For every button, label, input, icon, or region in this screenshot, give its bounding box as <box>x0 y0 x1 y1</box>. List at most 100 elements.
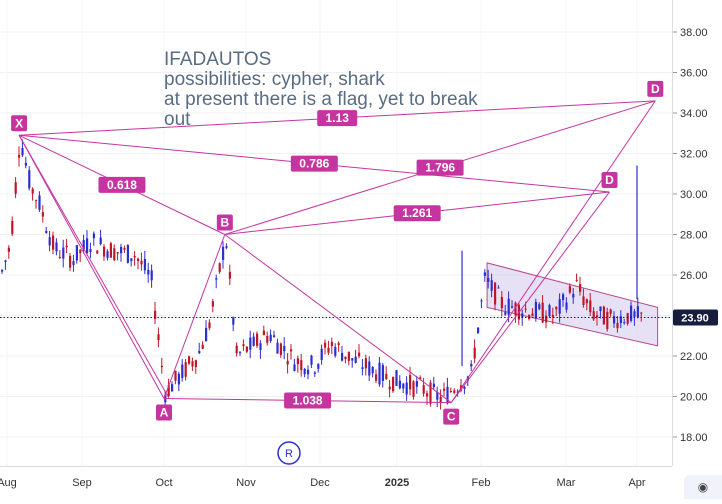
candle-body <box>602 306 605 325</box>
candle-body <box>320 348 323 361</box>
pattern-line <box>450 100 656 403</box>
pattern-point-label: D <box>647 80 664 97</box>
candle-body <box>18 154 21 158</box>
candle-body <box>422 385 425 394</box>
camera-icon[interactable]: ◉ <box>684 475 722 499</box>
candle-body <box>415 381 418 387</box>
candle-body <box>109 243 112 258</box>
candle-body <box>45 230 48 233</box>
candle-body <box>585 299 588 304</box>
ratio-label-bg <box>284 392 332 409</box>
note-line-2: possibilities: cypher, shark <box>164 69 385 90</box>
plot-area[interactable] <box>0 0 672 466</box>
grid-lines <box>0 0 677 466</box>
candle-body <box>269 334 272 341</box>
candle-body <box>75 245 78 261</box>
note-line-3: at present there is a flag, yet to break <box>164 89 478 110</box>
candle-body <box>521 313 524 318</box>
candle-body <box>371 366 374 374</box>
candle-body <box>436 391 439 400</box>
pattern-point-bg <box>156 404 172 421</box>
candle-body <box>89 249 92 252</box>
pattern-point-label: C <box>443 408 460 425</box>
candle-body <box>31 188 34 194</box>
candle-body <box>242 344 245 347</box>
candle-body <box>613 316 616 324</box>
pattern-point-text: C <box>447 410 456 424</box>
flag-channel[interactable] <box>486 262 659 347</box>
candle-body <box>446 386 449 404</box>
candle-body <box>235 345 238 354</box>
annotation-note[interactable]: IFADAUTOS possibilities: cypher, shark a… <box>164 49 478 130</box>
candle-body <box>341 352 344 361</box>
candle-body <box>249 337 252 350</box>
candle-body <box>72 261 75 266</box>
candle-body <box>596 315 599 318</box>
candle-body <box>181 364 184 378</box>
candle-body <box>626 313 629 324</box>
candle-body <box>273 335 276 337</box>
pattern-point-text: A <box>160 406 169 420</box>
note-line-1: IFADAUTOS <box>164 49 271 70</box>
candle-body <box>344 356 347 360</box>
camera-icon-glyph: ◉ <box>697 480 709 494</box>
ratio-label: 0.786 <box>290 155 338 172</box>
candle-body <box>256 333 259 346</box>
candle-body <box>575 279 578 281</box>
candle-body <box>534 301 537 318</box>
x-axis[interactable]: Aug Sep Oct Nov Dec 2025 Feb Mar Apr <box>0 477 646 489</box>
harmonic-pattern[interactable]: 0.618 0.786 1.13 1.796 1.261 1.038 X A B C D D <box>11 80 664 425</box>
candle-body <box>1 270 4 272</box>
candle-body <box>619 316 622 324</box>
candle-body <box>463 386 466 389</box>
candle-body <box>555 306 558 310</box>
y-tick-label: 18.00 <box>680 432 708 444</box>
candle-body <box>589 300 592 313</box>
candle-body <box>4 260 7 262</box>
candle-body <box>21 148 24 156</box>
candle-body <box>483 272 486 276</box>
candle-body <box>572 293 575 298</box>
candle-body <box>310 355 313 365</box>
y-axis[interactable]: 18.0020.0022.0024.0026.0028.0030.0032.00… <box>680 27 708 444</box>
candle-body <box>494 282 497 305</box>
pattern-point-bg <box>216 214 233 231</box>
candle-body <box>48 237 51 246</box>
ratio-label: 1.261 <box>393 205 441 222</box>
candle-body <box>300 360 303 371</box>
candle-body <box>582 296 585 305</box>
range-marker[interactable]: R <box>277 441 301 465</box>
candle-body <box>58 256 61 258</box>
candle-body <box>351 358 354 361</box>
candle-body <box>113 248 116 261</box>
candle-body <box>375 374 378 381</box>
candle-body <box>633 311 636 317</box>
ratio-label-bg <box>290 155 338 172</box>
candle-body <box>79 249 82 254</box>
candle-body <box>327 347 330 353</box>
candle-body <box>65 245 68 248</box>
candle-body <box>177 373 180 385</box>
candle-body <box>106 251 109 258</box>
candle-body <box>7 247 10 252</box>
ratio-label-bg <box>393 205 441 222</box>
price-badge-label: 23.90 <box>681 313 709 325</box>
candle-body <box>259 343 262 350</box>
candle-body <box>470 363 473 367</box>
candle-body <box>228 271 231 279</box>
candle-body <box>225 246 228 248</box>
y-tick-label: 30.00 <box>680 189 708 201</box>
candle-body <box>171 384 174 392</box>
x-tick-label: Aug <box>0 477 17 489</box>
pattern-point-bg <box>601 171 618 188</box>
y-tick-label: 34.00 <box>680 108 708 120</box>
candle-body <box>307 369 310 375</box>
candle-body <box>395 370 398 386</box>
candle-body <box>419 377 422 380</box>
candle-body <box>55 242 58 252</box>
candle-body <box>266 335 269 343</box>
candle-body <box>548 305 551 317</box>
candle-body <box>154 310 157 319</box>
